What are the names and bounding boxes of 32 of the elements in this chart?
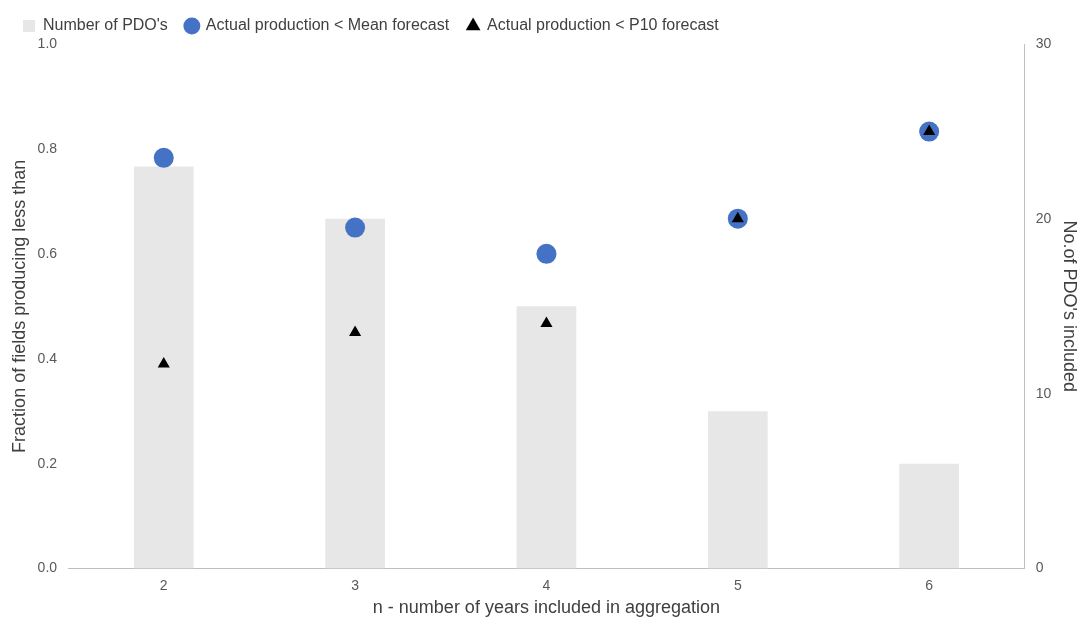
point bbox=[349, 325, 362, 337]
y-tick-label: 0.2 bbox=[37, 454, 58, 471]
point bbox=[536, 243, 557, 264]
y2-tick-label: 0 bbox=[1035, 559, 1044, 576]
y-tick-label: 0.8 bbox=[37, 139, 58, 156]
y-tick-label: 1.0 bbox=[37, 34, 58, 51]
point bbox=[153, 147, 174, 168]
legend-label: Number of PDO's bbox=[43, 16, 168, 34]
legend-label: Actual production < Mean forecast bbox=[205, 16, 450, 34]
legend-label: Actual production < P10 forecast bbox=[487, 16, 720, 34]
y-tick-label: 0.0 bbox=[37, 559, 58, 576]
x-tick-label: 4 bbox=[542, 576, 551, 593]
x-tick-label: 6 bbox=[925, 576, 934, 593]
y2-tick-label: 10 bbox=[1035, 384, 1052, 401]
bar bbox=[707, 411, 768, 569]
bar bbox=[516, 306, 577, 569]
y-tick-label: 0.4 bbox=[37, 349, 58, 366]
y2-tick-label: 30 bbox=[1035, 34, 1052, 51]
x-tick-label: 3 bbox=[351, 576, 360, 593]
x-axis-title: n - number of years included in aggregation bbox=[372, 597, 721, 618]
bar bbox=[899, 463, 959, 569]
x-tick-label: 2 bbox=[159, 576, 168, 593]
y-axis-title: Fraction of fields producing less than bbox=[8, 159, 29, 453]
bar bbox=[325, 218, 385, 569]
bar bbox=[133, 166, 194, 569]
x-tick-label: 5 bbox=[733, 576, 742, 593]
y2-axis-title: No.of PDO's included bbox=[1060, 220, 1081, 393]
point bbox=[157, 357, 170, 368]
point bbox=[540, 316, 553, 328]
y2-tick-label: 20 bbox=[1035, 209, 1052, 226]
point bbox=[345, 217, 366, 238]
y-tick-label: 0.6 bbox=[37, 244, 58, 261]
